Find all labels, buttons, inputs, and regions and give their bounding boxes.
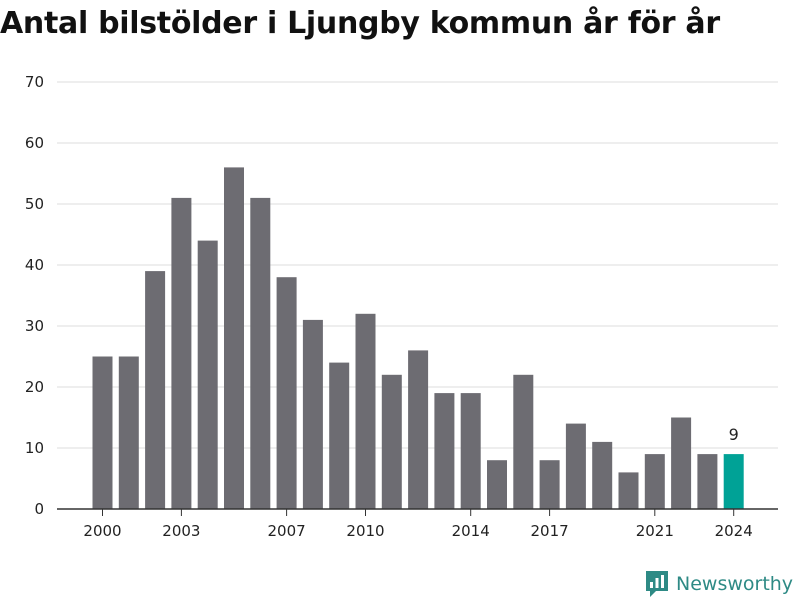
y-tick-label: 50 (25, 195, 44, 213)
bar-2005 (224, 167, 244, 509)
bar-2019 (592, 441, 613, 509)
y-axis-tick-labels: 0 10 20 30 40 50 60 70 (25, 73, 44, 518)
y-tick-label: 10 (25, 439, 44, 457)
data-labels: 9 (729, 425, 739, 444)
bar-2010 (355, 313, 376, 509)
bar-2017 (539, 460, 560, 509)
bar-2009 (329, 362, 350, 509)
brand-name: Newsworthy (676, 573, 794, 595)
x-tick-label: 2024 (715, 522, 753, 540)
newsworthy-brand: Newsworthy (644, 569, 793, 599)
bar-2006 (250, 197, 271, 509)
bar-2024 (723, 454, 744, 509)
bar-2020 (618, 472, 639, 509)
x-tick-label: 2003 (162, 522, 200, 540)
bars (92, 167, 744, 509)
newsworthy-logo-icon (646, 571, 668, 597)
bar-2012 (408, 350, 429, 509)
x-axis-tick-labels: 2000 2003 2007 2010 2014 2017 2021 2024 (83, 509, 753, 540)
chart-title: Antal bilstölder i Ljungby kommun år för… (0, 6, 720, 41)
y-tick-label: 40 (25, 256, 44, 274)
bar-2016 (513, 374, 534, 509)
bar-2011 (381, 374, 402, 509)
y-tick-label: 0 (34, 500, 44, 518)
bar-2021 (644, 454, 665, 509)
data-label-2024: 9 (729, 425, 739, 444)
x-tick-label: 2007 (268, 522, 306, 540)
x-tick-label: 2021 (636, 522, 674, 540)
x-tick-label: 2000 (83, 522, 121, 540)
bar-2014 (460, 393, 481, 509)
bar-2015 (487, 460, 507, 509)
bar-2022 (671, 417, 692, 509)
bar-2007 (276, 277, 297, 509)
bar-2003 (171, 197, 192, 509)
bar-2002 (145, 271, 166, 509)
bar-2018 (565, 423, 586, 509)
bar-2013 (434, 393, 455, 509)
x-tick-label: 2010 (346, 522, 384, 540)
bar-2004 (197, 240, 218, 509)
y-tick-label: 70 (25, 73, 44, 91)
y-tick-label: 60 (25, 134, 44, 152)
y-tick-label: 20 (25, 378, 44, 396)
x-tick-label: 2017 (531, 522, 569, 540)
bar-2000 (92, 356, 113, 509)
bar-2008 (302, 319, 323, 509)
bar-2001 (118, 356, 139, 509)
bar-2023 (697, 454, 718, 509)
y-tick-label: 30 (25, 317, 44, 335)
x-tick-label: 2014 (452, 522, 490, 540)
